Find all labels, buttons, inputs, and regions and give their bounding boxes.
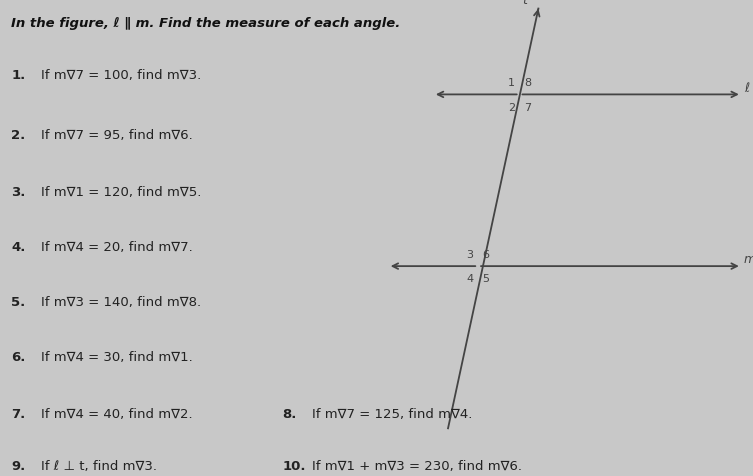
Text: 1.: 1. [11, 69, 26, 82]
Text: ℓ: ℓ [744, 81, 749, 95]
Text: 4.: 4. [11, 240, 26, 253]
Text: If m∇4 = 20, find m∇7.: If m∇4 = 20, find m∇7. [41, 240, 194, 253]
Text: 9.: 9. [11, 459, 26, 472]
Text: 6: 6 [483, 249, 489, 259]
Text: m: m [744, 253, 753, 266]
Text: 8: 8 [524, 78, 531, 88]
Text: If m∇7 = 100, find m∇3.: If m∇7 = 100, find m∇3. [41, 69, 202, 82]
Text: 7: 7 [524, 102, 531, 112]
Text: In the figure, ℓ ∥ m. Find the measure of each angle.: In the figure, ℓ ∥ m. Find the measure o… [11, 17, 401, 30]
Text: 3: 3 [467, 249, 474, 259]
Text: If m∇4 = 30, find m∇1.: If m∇4 = 30, find m∇1. [41, 350, 194, 363]
Text: 2.: 2. [11, 129, 26, 141]
Text: 5.: 5. [11, 295, 26, 308]
Text: If m∇7 = 95, find m∇6.: If m∇7 = 95, find m∇6. [41, 129, 194, 141]
Text: t: t [523, 0, 527, 7]
Text: If m∇4 = 40, find m∇2.: If m∇4 = 40, find m∇2. [41, 407, 193, 420]
Text: 10.: 10. [282, 459, 306, 472]
Text: 1: 1 [508, 78, 515, 88]
Text: If ℓ ⊥ t, find m∇3.: If ℓ ⊥ t, find m∇3. [41, 459, 157, 472]
Text: If m∇7 = 125, find m∇4.: If m∇7 = 125, find m∇4. [312, 407, 473, 420]
Text: 5: 5 [483, 274, 489, 284]
Text: 7.: 7. [11, 407, 26, 420]
Text: 6.: 6. [11, 350, 26, 363]
Text: 2: 2 [508, 102, 515, 112]
Text: 8.: 8. [282, 407, 297, 420]
Text: If m∇1 + m∇3 = 230, find m∇6.: If m∇1 + m∇3 = 230, find m∇6. [312, 459, 523, 472]
Text: 4: 4 [467, 274, 474, 284]
Text: 3.: 3. [11, 186, 26, 198]
Text: If m∇3 = 140, find m∇8.: If m∇3 = 140, find m∇8. [41, 295, 202, 308]
Text: If m∇1 = 120, find m∇5.: If m∇1 = 120, find m∇5. [41, 186, 202, 198]
